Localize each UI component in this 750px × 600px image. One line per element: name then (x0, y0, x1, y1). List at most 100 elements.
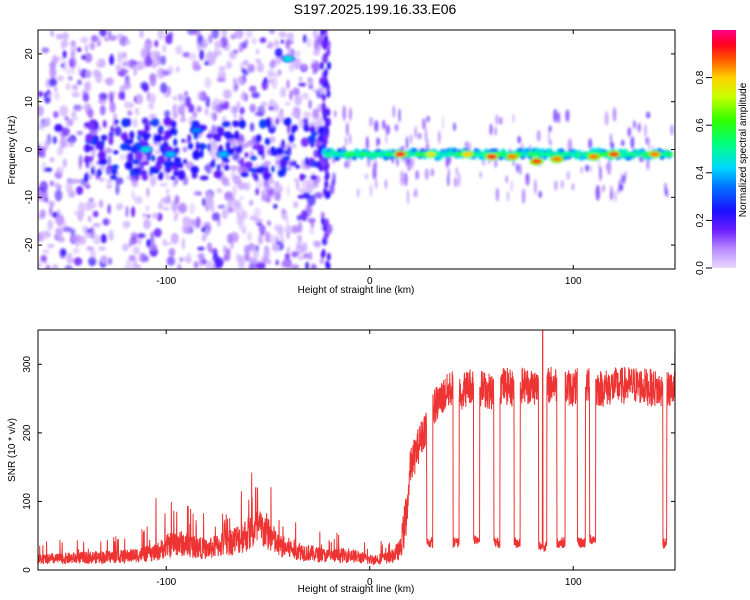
heat-cell (237, 163, 246, 175)
heat-cell (49, 180, 54, 187)
heat-cell (213, 170, 223, 179)
heat-cell (244, 249, 250, 260)
heat-cell (54, 91, 60, 101)
heat-cell (302, 34, 307, 44)
heat-cell (142, 84, 149, 93)
heat-cell (325, 119, 330, 128)
heat-cell (372, 167, 377, 180)
heat-cell (92, 222, 101, 228)
heat-cell (71, 110, 77, 119)
heat-cell (204, 51, 214, 64)
heat-cell (132, 118, 138, 128)
heat-cell (280, 108, 283, 115)
heat-cell (42, 230, 51, 239)
heat-cell (304, 157, 309, 166)
heat-cell (68, 186, 72, 198)
heat-hotspot-core (507, 154, 518, 160)
heat-cell (150, 117, 160, 127)
heat-cell (238, 205, 244, 213)
heat-cell (214, 257, 224, 268)
heat-cell (464, 141, 468, 148)
heat-cell (105, 77, 114, 86)
heat-cell (273, 39, 280, 48)
heat-cell (630, 136, 635, 150)
heat-cell (125, 205, 129, 218)
heat-cell (238, 224, 247, 231)
heat-cell (89, 42, 96, 51)
heat-cell (71, 91, 81, 98)
heat-cell (248, 199, 254, 206)
heat-cell (130, 146, 138, 153)
snr-xlabel: Height of straight line (km) (298, 584, 415, 595)
heat-cell (41, 161, 47, 174)
heat-cell (286, 117, 292, 126)
heat-cell (534, 179, 537, 195)
heat-cell (41, 47, 50, 54)
heat-cell (216, 77, 226, 83)
heat-cell (96, 60, 105, 68)
heat-cell (274, 103, 279, 113)
heat-cell (357, 188, 360, 198)
heat-cell (211, 30, 220, 39)
colorbar: 0.0 0.2 0.4 0.6 0.8 Normalized spectral ampl… (695, 30, 749, 275)
heat-cell (97, 168, 102, 178)
heat-cell (229, 165, 238, 172)
heat-cell (46, 243, 55, 249)
heat-cell (648, 136, 650, 151)
colorbar-tick-label: 0.2 (695, 213, 706, 227)
heat-cell (62, 50, 67, 59)
heat-cell (293, 58, 302, 70)
heat-cell (95, 140, 103, 150)
heat-cell (560, 180, 565, 189)
heat-cell (251, 37, 258, 45)
heat-cell (88, 256, 97, 267)
heat-cell (263, 160, 272, 167)
heat-cell (349, 133, 351, 145)
heat-cell (165, 35, 173, 45)
heat-cell (112, 150, 119, 155)
heat-cell (320, 158, 325, 167)
heat-cell (280, 86, 287, 95)
colorbar-label: Normalized spectral amplitude (738, 82, 749, 217)
heat-cell (76, 130, 84, 136)
heat-cell (39, 209, 46, 218)
heat-cell (125, 258, 134, 267)
heat-cell (38, 261, 42, 269)
heat-cell (170, 121, 177, 129)
heat-cell (165, 188, 170, 195)
heat-cell (226, 196, 236, 202)
heat-cell (244, 93, 249, 102)
heat-cell (319, 258, 325, 264)
heat-cell (146, 214, 151, 219)
heat-cell (315, 122, 320, 128)
x-tick-label: 100 (565, 276, 582, 287)
heat-cell (60, 39, 69, 48)
heat-cell (278, 31, 287, 38)
heat-cell (182, 146, 188, 153)
heat-cell (296, 241, 301, 250)
heat-cell (292, 143, 297, 149)
heat-cell (258, 233, 263, 245)
heat-cell (385, 133, 388, 144)
heat-cell (271, 77, 278, 90)
heat-hotspot-core (140, 147, 151, 152)
heat-cell (297, 235, 302, 241)
heat-cell (417, 132, 422, 140)
heat-cell (109, 92, 114, 104)
heat-cell (128, 240, 133, 248)
heat-cell (300, 210, 308, 222)
x-tick-label: 0 (367, 577, 373, 588)
heat-cell (580, 166, 583, 174)
heat-cell (124, 100, 130, 109)
heat-cell (447, 174, 450, 187)
heat-cell (271, 165, 275, 173)
heat-cell (134, 151, 143, 161)
heat-cell (119, 154, 127, 161)
heat-hotspot-core (425, 151, 436, 157)
heat-cell (231, 152, 240, 161)
heat-cell (226, 60, 232, 69)
heat-cell (239, 106, 245, 115)
heat-cell (226, 233, 233, 245)
heat-cell (548, 130, 550, 144)
y-tick-label: 0 (22, 567, 33, 573)
